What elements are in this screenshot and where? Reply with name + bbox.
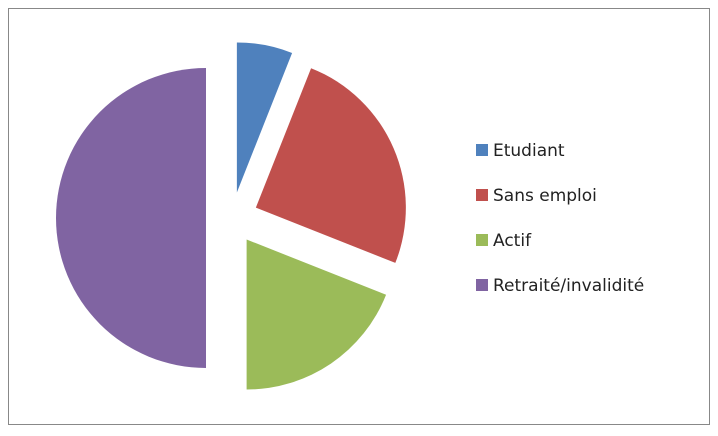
legend-label: Retraité/invalidité — [493, 276, 644, 296]
pie-slice — [236, 42, 293, 193]
pie-slice — [255, 68, 406, 263]
legend-swatch — [476, 234, 488, 246]
legend-swatch — [476, 189, 488, 201]
pie-slice — [56, 68, 206, 368]
legend-swatch — [476, 144, 488, 156]
pie-slice — [246, 239, 387, 390]
legend-label: Sans emploi — [493, 186, 597, 206]
legend-label: Etudiant — [493, 141, 565, 161]
legend-label: Actif — [493, 231, 532, 251]
legend-swatch — [476, 279, 488, 291]
